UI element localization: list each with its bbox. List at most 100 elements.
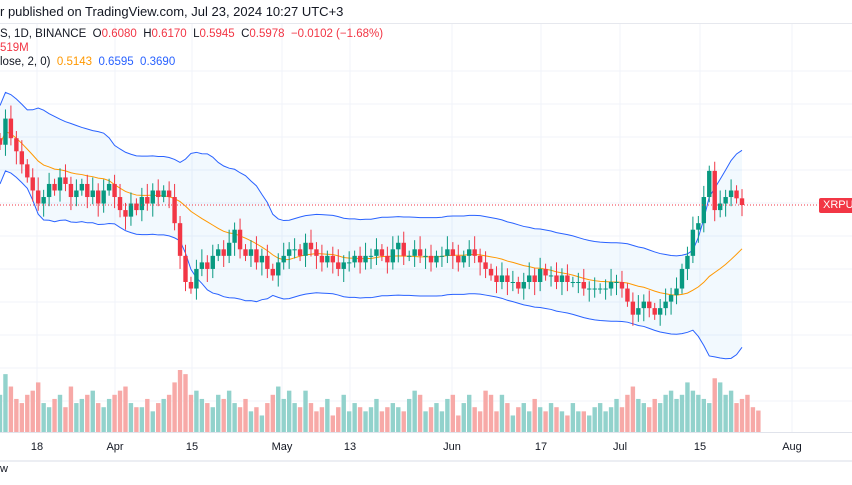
- candle-body: [679, 268, 685, 289]
- volume-bar: [166, 394, 172, 432]
- candle-body: [674, 288, 679, 296]
- volume-bar: [548, 403, 554, 432]
- candle-body: [79, 183, 85, 191]
- candle-body: [232, 229, 237, 243]
- volume-bar: [368, 407, 374, 432]
- volume-bar: [750, 407, 756, 432]
- candle-body: [456, 255, 461, 263]
- candle-body: [123, 210, 128, 217]
- volume-bar: [374, 398, 379, 432]
- volume-bar: [319, 407, 325, 432]
- candle-body: [516, 281, 521, 289]
- volume-bar: [701, 398, 707, 432]
- candle-body: [177, 223, 183, 256]
- volume-bar: [25, 394, 30, 432]
- candle-body: [172, 197, 177, 224]
- candle-body: [117, 197, 123, 211]
- volume-bar: [150, 411, 155, 432]
- candle-body: [368, 255, 374, 257]
- volume-bar: [172, 382, 177, 432]
- volume-bar: [636, 398, 641, 432]
- volume-bar: [576, 411, 581, 432]
- candle-body: [346, 262, 352, 264]
- candle-body: [145, 197, 150, 204]
- volume-bar: [117, 390, 123, 432]
- candle-body: [537, 268, 543, 282]
- candle-body: [226, 242, 232, 256]
- volume-bar: [276, 386, 281, 432]
- volume-bar: [336, 407, 341, 432]
- candle-body: [401, 242, 406, 256]
- volume-bar: [341, 394, 346, 432]
- volume-bar: [243, 398, 248, 432]
- candle-body: [592, 288, 597, 290]
- volume-bar: [723, 394, 728, 432]
- candle-body: [494, 275, 499, 282]
- volume-bar: [734, 403, 739, 432]
- volume-bar: [510, 415, 516, 432]
- volume-bar: [19, 403, 25, 432]
- candle-body: [521, 281, 526, 289]
- candle-body: [701, 197, 707, 224]
- candle-body: [548, 275, 554, 277]
- volume-bar: [565, 415, 570, 432]
- candle-body: [532, 275, 537, 282]
- volume-bar: [325, 398, 330, 432]
- volume-bar: [303, 390, 308, 432]
- high-label: H: [143, 28, 152, 40]
- low-value: 0.5945: [199, 28, 235, 40]
- candle-body: [330, 255, 336, 263]
- candle-body: [74, 190, 79, 198]
- volume-bar: [717, 382, 723, 432]
- candle-body: [685, 255, 690, 269]
- volume-bar: [85, 394, 90, 432]
- volume-bar: [603, 411, 608, 432]
- candle-body: [14, 138, 19, 152]
- open-label: O: [92, 28, 102, 40]
- candle-body: [41, 197, 46, 204]
- volume-bar: [527, 411, 532, 432]
- volume-bar: [101, 407, 106, 432]
- candle-body: [270, 268, 275, 276]
- candle-body: [581, 281, 586, 289]
- candle-body: [248, 249, 254, 256]
- volume-bar: [461, 403, 466, 432]
- candle-body: [417, 249, 423, 256]
- volume-bar: [199, 398, 205, 432]
- bb-fill: [0, 92, 742, 359]
- candle-body: [636, 308, 641, 315]
- volume-bar: [385, 407, 390, 432]
- time-axis-label: Apr: [106, 441, 123, 453]
- volume-bar: [483, 390, 488, 432]
- volume-bar: [630, 386, 636, 432]
- volume-bar: [467, 394, 472, 432]
- candle-body: [363, 255, 368, 263]
- candle-body: [619, 281, 625, 289]
- open-value: 0.6080: [101, 28, 137, 40]
- candle-body: [707, 170, 712, 198]
- bb-label: lose, 2, 0): [0, 56, 51, 68]
- volume-bar: [406, 398, 412, 432]
- price-chart[interactable]: 18 Apr 15 May 13 Jun 17 Jul 15 Aug: [0, 0, 852, 462]
- candle-body: [483, 262, 488, 269]
- volume-bar: [221, 398, 226, 432]
- volume-bar: [412, 390, 417, 432]
- candle-body: [527, 275, 532, 282]
- candle-body: [412, 249, 417, 256]
- volume-bar: [401, 411, 406, 432]
- candle-body: [663, 301, 668, 309]
- volume-bar: [423, 411, 428, 432]
- volume-bar: [379, 411, 385, 432]
- volume-bar: [52, 398, 57, 432]
- candle-body: [396, 242, 401, 250]
- volume-bar: [123, 386, 128, 432]
- volume-bar: [270, 394, 275, 432]
- candle-body: [374, 249, 379, 256]
- high-value: 0.6170: [151, 28, 187, 40]
- candle-body: [641, 301, 646, 309]
- volume-bar: [330, 415, 336, 432]
- candle-body: [68, 183, 74, 198]
- candle-body: [614, 281, 619, 283]
- candle-body: [406, 255, 412, 257]
- candle-body: [439, 255, 445, 257]
